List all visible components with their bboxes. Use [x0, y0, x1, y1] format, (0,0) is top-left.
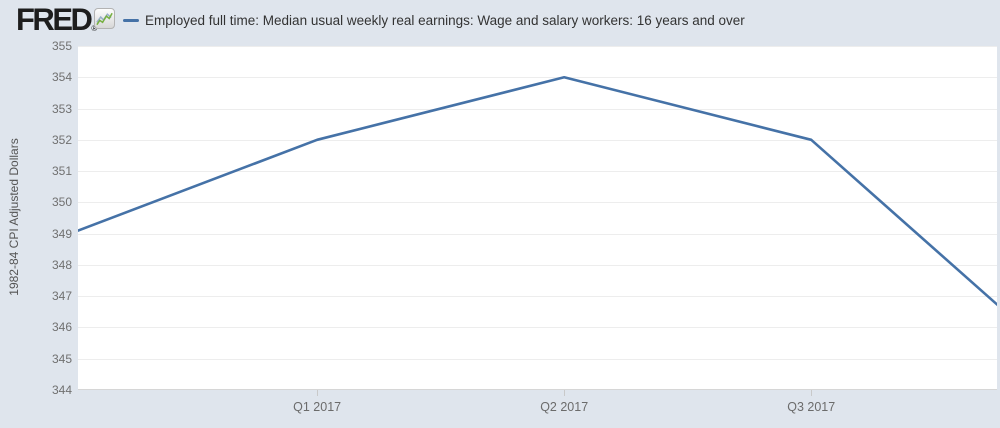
y-tick-label-344: 344: [51, 383, 72, 397]
y-tick-label-348: 348: [51, 257, 72, 272]
gridline-354: [78, 77, 997, 79]
gridline-352: [78, 139, 997, 141]
legend-line-sample-icon: [123, 18, 139, 22]
y-tick-label-355: 355: [51, 39, 72, 53]
y-tick-label-350: 350: [51, 195, 72, 210]
gridline-347: [78, 296, 997, 298]
fred-logo[interactable]: FRED ®: [16, 1, 98, 38]
gridline-351: [78, 171, 997, 173]
x-tick-mark: [317, 390, 319, 396]
plot-area[interactable]: [78, 46, 997, 390]
series-line[interactable]: [78, 75, 997, 358]
y-tick-label-349: 349: [51, 226, 72, 241]
series-svg: [78, 75, 997, 358]
legend: Employed full time: Median usual weekly …: [123, 0, 745, 40]
gridline-346: [78, 327, 997, 329]
gridline-349: [78, 233, 997, 235]
chart-header: FRED ® Employed full time: Median usual …: [0, 0, 1000, 46]
x-axis-labels: Q1 2017 Q2 2017 Q3 2017: [0, 390, 1000, 428]
y-tick-label-352: 352: [51, 132, 72, 147]
y-tick-label-354: 354: [51, 70, 72, 85]
x-tick-label: Q3 2017: [787, 400, 836, 414]
gridline-355: [78, 46, 997, 47]
gridline-350: [78, 202, 997, 204]
y-tick-label-351: 351: [51, 164, 72, 179]
y-tick-label-346: 346: [51, 320, 72, 335]
y-tick-label-353: 353: [51, 101, 72, 116]
gridline-345: [78, 358, 997, 360]
x-tick-label: Q2 2017: [540, 400, 589, 414]
x-tick-mark: [811, 390, 813, 396]
y-axis-labels: 355 354 353 352 351 350 349 348 347 346 345 344: [0, 39, 72, 397]
x-tick-label: Q1 2017: [293, 400, 342, 414]
legend-series-label: Employed full time: Median usual weekly …: [145, 12, 745, 28]
y-axis-title: 1982-84 CPI Adjusted Dollars: [7, 138, 21, 296]
gridline-353: [78, 108, 997, 110]
y-tick-label-345: 345: [51, 351, 72, 366]
gridline-348: [78, 264, 997, 266]
x-tick-mark: [564, 390, 566, 396]
fred-chart-icon: [94, 8, 115, 29]
fred-logo-text: FRED: [16, 1, 93, 38]
gridline-344: [78, 389, 997, 390]
registered-trademark: ®: [91, 24, 98, 33]
y-tick-label-347: 347: [51, 289, 72, 304]
